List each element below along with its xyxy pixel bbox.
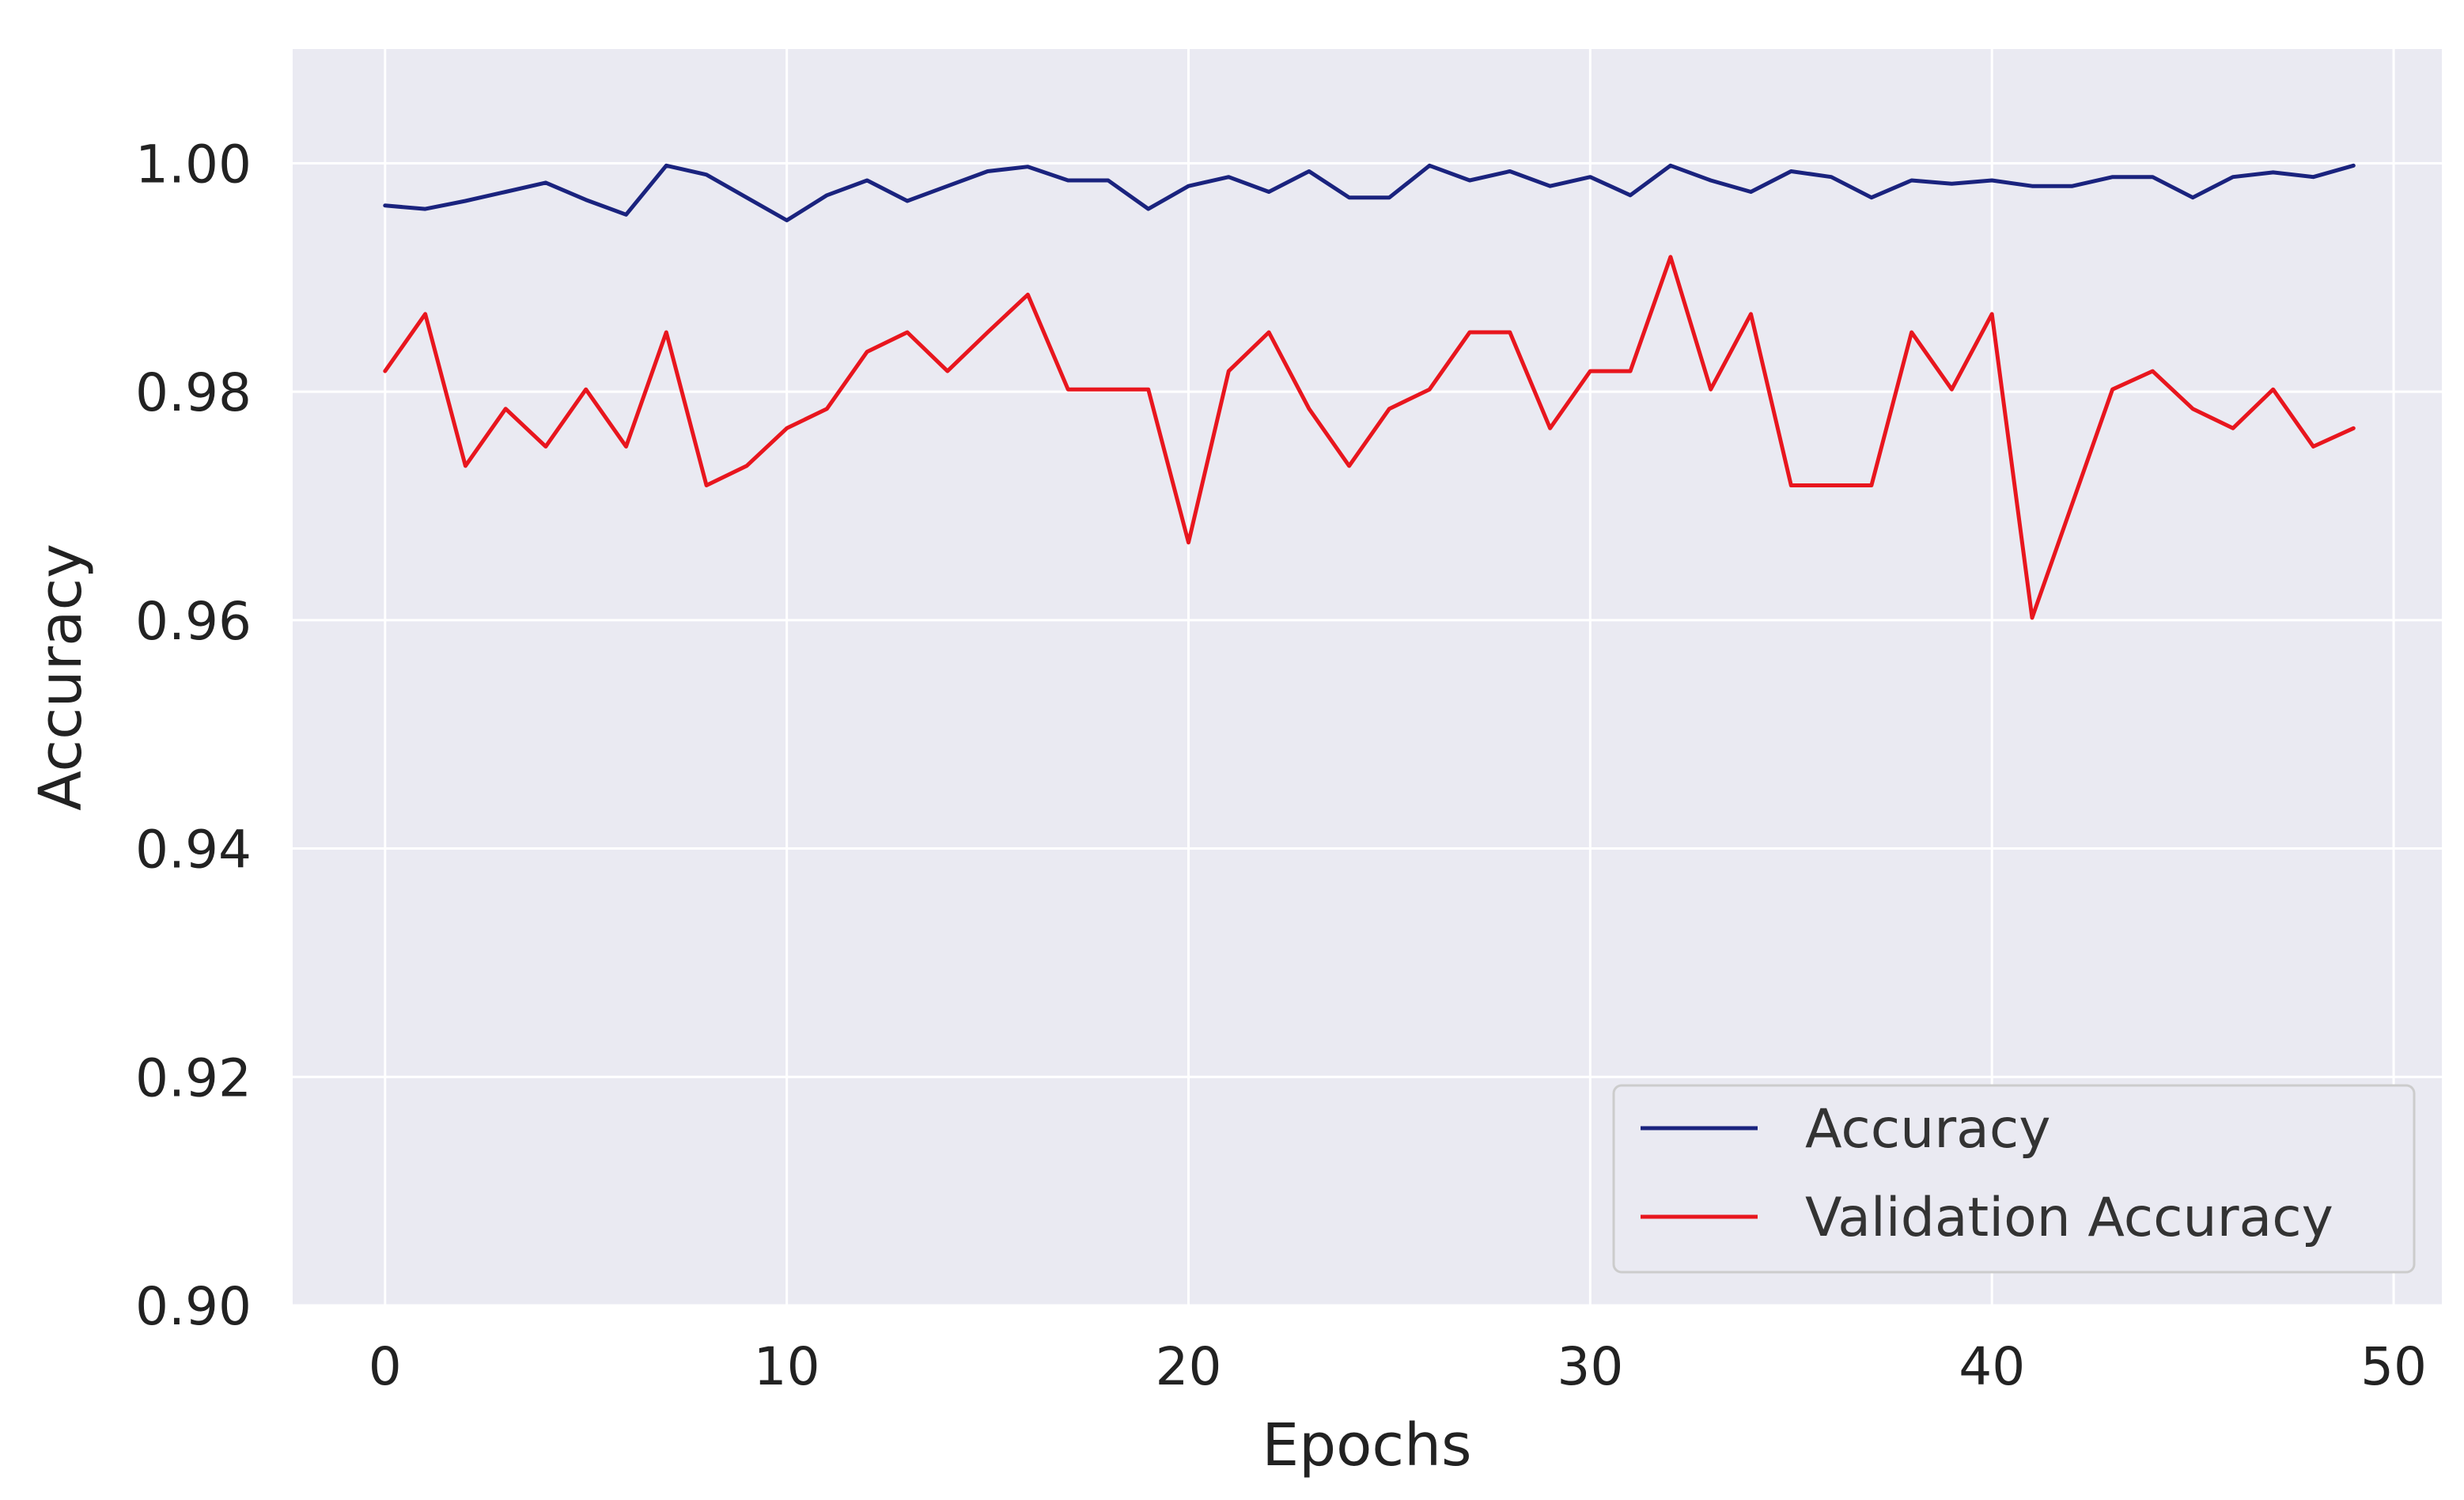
series-lines bbox=[383, 163, 2356, 620]
y-tick-labels: 0.90 0.92 0.94 0.96 0.98 1.00 bbox=[135, 134, 252, 1337]
y-tick-label: 0.94 bbox=[135, 820, 252, 881]
y-tick-label: 0.90 bbox=[135, 1276, 252, 1337]
grid-lines bbox=[293, 49, 2442, 1307]
legend-box bbox=[1612, 1084, 2416, 1274]
y-axis-label: Accuracy bbox=[27, 544, 95, 811]
x-tick-label: 20 bbox=[1156, 1336, 1222, 1397]
legend-label-accuracy: Accuracy bbox=[1805, 1098, 2050, 1161]
x-tick-label: 40 bbox=[1959, 1336, 2025, 1397]
series-line-accuracy bbox=[383, 163, 2356, 222]
series-line-validation-accuracy bbox=[383, 255, 2356, 620]
x-tick-label: 30 bbox=[1557, 1336, 1623, 1397]
x-tick-labels: 0 10 20 30 40 50 bbox=[369, 1336, 2427, 1397]
y-tick-label: 0.98 bbox=[135, 362, 252, 423]
x-tick-label: 50 bbox=[2360, 1336, 2427, 1397]
y-tick-label: 1.00 bbox=[135, 134, 252, 195]
x-tick-label: 10 bbox=[754, 1336, 820, 1397]
y-tick-label: 0.96 bbox=[135, 591, 252, 652]
y-tick-label: 0.92 bbox=[135, 1047, 252, 1108]
x-axis-label: Epochs bbox=[1262, 1411, 1471, 1479]
x-tick-label: 0 bbox=[369, 1336, 402, 1397]
legend-label-validation-accuracy: Validation Accuracy bbox=[1805, 1187, 2333, 1249]
legend: Accuracy Validation Accuracy bbox=[1612, 1084, 2416, 1274]
